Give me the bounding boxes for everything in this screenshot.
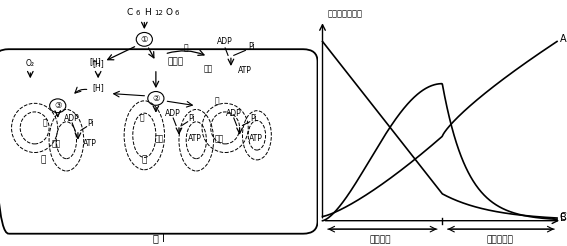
Text: 6: 6 bbox=[175, 10, 179, 16]
Text: ADP: ADP bbox=[64, 114, 80, 123]
Text: 能: 能 bbox=[43, 119, 47, 127]
Text: ATP: ATP bbox=[248, 135, 263, 143]
Text: O: O bbox=[166, 8, 173, 17]
Text: 跑步结束后: 跑步结束后 bbox=[486, 235, 513, 244]
Text: 6: 6 bbox=[136, 10, 140, 16]
Text: [H]: [H] bbox=[92, 60, 104, 68]
Text: 图 I: 图 I bbox=[153, 234, 164, 244]
Text: [H]: [H] bbox=[92, 83, 104, 92]
Text: ATP: ATP bbox=[238, 66, 252, 75]
Text: H: H bbox=[145, 8, 151, 17]
Text: A: A bbox=[560, 34, 566, 44]
Text: B: B bbox=[560, 213, 566, 223]
Text: ATP: ATP bbox=[188, 135, 202, 143]
Text: C: C bbox=[560, 212, 566, 222]
Text: 乙: 乙 bbox=[142, 155, 147, 164]
Text: Pi: Pi bbox=[248, 42, 255, 51]
Text: 热能: 热能 bbox=[203, 64, 213, 73]
Text: Pi: Pi bbox=[87, 119, 94, 127]
Text: ①: ① bbox=[141, 35, 148, 44]
Text: C: C bbox=[126, 8, 133, 17]
Text: 甲: 甲 bbox=[41, 155, 46, 164]
Text: 血液中乳酸浓度: 血液中乳酸浓度 bbox=[328, 10, 362, 18]
Text: 热能: 热能 bbox=[52, 139, 61, 148]
Text: 能: 能 bbox=[139, 114, 144, 123]
Text: [H]: [H] bbox=[90, 57, 101, 66]
Text: ADP: ADP bbox=[217, 37, 233, 46]
Text: ③: ③ bbox=[54, 101, 61, 110]
Text: 能: 能 bbox=[214, 96, 219, 105]
Text: Pi: Pi bbox=[189, 114, 195, 123]
Text: ADP: ADP bbox=[166, 109, 181, 118]
Text: 丙酮酸: 丙酮酸 bbox=[167, 57, 184, 66]
Text: ATP: ATP bbox=[83, 139, 96, 148]
Text: ADP: ADP bbox=[226, 109, 242, 118]
Text: O₂: O₂ bbox=[26, 60, 35, 68]
Text: 热能: 热能 bbox=[215, 135, 224, 143]
Text: 热能: 热能 bbox=[154, 135, 163, 143]
Text: ②: ② bbox=[152, 94, 160, 103]
Text: Pi: Pi bbox=[251, 114, 257, 123]
Text: 跑步过程: 跑步过程 bbox=[369, 235, 391, 244]
Text: 12: 12 bbox=[154, 10, 163, 16]
Text: 能: 能 bbox=[184, 44, 188, 52]
